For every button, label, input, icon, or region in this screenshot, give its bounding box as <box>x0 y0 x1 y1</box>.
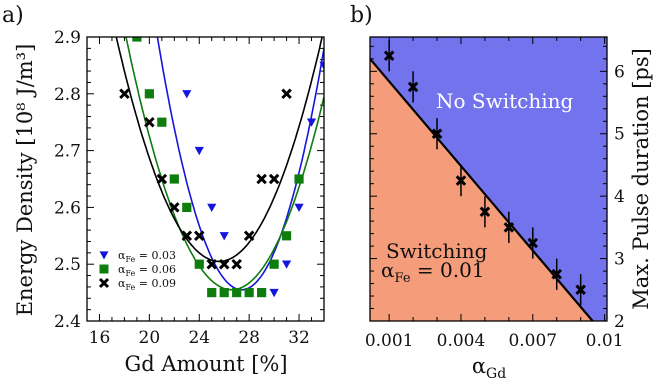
fit-curve <box>115 37 323 263</box>
y-tick-label: 2.8 <box>54 85 81 105</box>
data-point <box>169 202 180 213</box>
data-point <box>269 288 279 298</box>
legend-entry: αFe = 0.06 <box>118 263 176 278</box>
data-point <box>281 260 292 269</box>
x-tick-label: 0.001 <box>365 331 414 351</box>
data-point <box>194 259 204 269</box>
data-point <box>268 173 280 185</box>
data-point <box>243 230 255 242</box>
y-tick-label: 2.9 <box>54 28 81 48</box>
x-tick-label: 32 <box>288 328 310 348</box>
data-point <box>99 251 109 260</box>
data-point <box>194 230 205 242</box>
data-point <box>503 222 515 233</box>
data-point <box>157 117 167 127</box>
panel-b-label: b) <box>350 3 373 28</box>
data-point <box>306 118 317 127</box>
data-point <box>169 174 179 184</box>
panel-a-frame <box>86 36 325 322</box>
data-point <box>218 258 230 270</box>
y-tick-label: 2.4 <box>54 312 81 332</box>
data-point <box>319 61 324 70</box>
data-point <box>119 88 130 100</box>
x-tick-label: 16 <box>89 328 111 348</box>
panel-b-frame <box>369 36 608 322</box>
data-point <box>99 264 109 274</box>
fit-curve <box>125 37 324 291</box>
data-point <box>527 237 539 249</box>
fit-curve <box>156 37 324 291</box>
x-tick-label: 0.007 <box>508 331 557 351</box>
data-point <box>182 90 192 99</box>
data-point <box>182 202 192 212</box>
y-tick-label: 6 <box>614 62 625 82</box>
data-point <box>431 128 443 140</box>
data-point <box>455 175 467 186</box>
data-point <box>257 288 267 298</box>
panel-b-ylabel: Max. Pulse duration [ps] <box>629 48 653 310</box>
data-point <box>194 146 204 156</box>
region-no-switching-label: No Switching <box>436 89 574 113</box>
y-tick-label: 3 <box>614 250 625 270</box>
panel-a-ylabel: Energy Density [10⁸ J/m³] <box>13 44 37 317</box>
panel-b-markers <box>383 40 586 306</box>
data-point <box>207 203 217 212</box>
data-point <box>407 81 419 93</box>
data-point <box>156 173 168 185</box>
legend-entry: αFe = 0.09 <box>118 277 176 292</box>
data-point <box>244 288 254 298</box>
panel-b-xlabel: αGd <box>472 354 506 379</box>
y-tick-label: 5 <box>614 125 625 145</box>
data-point <box>551 268 562 280</box>
data-point <box>281 88 292 100</box>
y-tick-label: 2.7 <box>54 142 81 162</box>
panel-a-fit-curves <box>115 37 324 291</box>
data-point <box>232 288 242 298</box>
data-point <box>575 284 586 296</box>
data-point <box>231 258 242 270</box>
data-point <box>181 230 193 242</box>
legend-entry: αFe = 0.03 <box>118 249 176 264</box>
panel-a-label: a) <box>2 3 24 28</box>
data-point <box>479 206 491 218</box>
x-tick-label: 0.004 <box>437 331 486 351</box>
data-point <box>294 203 304 212</box>
data-point <box>144 89 154 99</box>
x-tick-label: 24 <box>188 328 210 348</box>
data-point <box>383 50 395 61</box>
region-switching-label: Switching <box>386 239 488 263</box>
data-point <box>170 22 179 30</box>
x-tick-label: 0.01 <box>586 331 624 351</box>
y-tick-label: 2 <box>614 312 625 332</box>
data-point <box>219 288 229 298</box>
y-tick-label: 2.6 <box>54 198 81 218</box>
data-point <box>256 173 267 185</box>
data-point <box>132 37 142 42</box>
alpha-fe-annotation: αFe = 0.01 <box>381 258 485 286</box>
y-tick-label: 4 <box>614 187 625 207</box>
x-tick-label: 28 <box>238 328 260 348</box>
x-tick-label: 20 <box>139 328 161 348</box>
y-tick-label: 2.5 <box>54 255 81 275</box>
panel-a-markers <box>119 22 324 298</box>
data-point <box>269 259 279 269</box>
panel-b-axes: 0.001 0.004 0.007 0.012 3 4 5 6 <box>365 37 625 351</box>
data-point <box>294 174 304 184</box>
data-point <box>144 116 155 128</box>
data-point <box>98 277 110 289</box>
data-point <box>281 231 292 241</box>
panel-a-axes: 16 20 24 28 32 2.4 2.5 2.6 2.7 2.8 2.9 <box>54 28 325 348</box>
data-point <box>207 288 217 298</box>
data-point <box>219 232 229 241</box>
data-point <box>206 258 217 270</box>
panel-a-xlabel: Gd Amount [%] <box>124 352 287 376</box>
